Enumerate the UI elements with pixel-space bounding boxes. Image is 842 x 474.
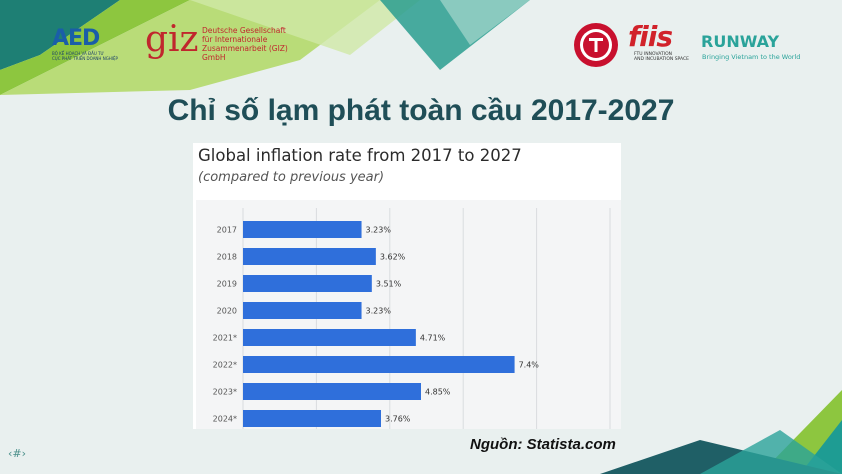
ftu-seal-icon — [574, 23, 618, 67]
aed-logo-subtitle-2: CỤC PHÁT TRIỂN DOANH NGHIỆP — [52, 56, 118, 61]
category-label: 2018 — [217, 253, 237, 262]
bar-2022-projected[interactable] — [243, 356, 515, 373]
value-label: 3.23% — [366, 307, 392, 316]
bar-2020[interactable] — [243, 302, 362, 319]
category-label: 2021* — [213, 334, 237, 343]
fiis-logo-subtitle-2: AND INCUBATION SPACE — [634, 57, 689, 62]
runway-logo-text: RUNWAY — [701, 32, 780, 51]
value-label: 4.71% — [420, 334, 446, 343]
giz-logo-description: Deutsche Gesellschaft für Internationale… — [202, 26, 312, 62]
bar-2024-projected[interactable] — [243, 410, 381, 427]
page-number: ‹#› — [8, 447, 27, 460]
bar-chart: 2017 3.23% 2018 3.62% 2019 3.51% 2020 3.23% 2021… — [213, 208, 611, 429]
bar-2021-projected[interactable] — [243, 329, 416, 346]
value-label: 3.76% — [385, 415, 411, 424]
bar-2019[interactable] — [243, 275, 372, 292]
bar-2017[interactable] — [243, 221, 362, 238]
category-label: 2022* — [213, 361, 237, 370]
giz-desc-line-3: Zusammenarbeit (GIZ) GmbH — [202, 44, 288, 62]
plot-area: 2017 3.23% 2018 3.62% 2019 3.51% 2020 3.23% 2021… — [196, 200, 621, 429]
giz-logo: giz — [145, 22, 199, 58]
runway-tagline: Bringing Vietnam to the World — [702, 53, 801, 61]
source-note: Nguồn: Statista.com — [470, 436, 616, 453]
giz-desc-line-2: für Internationale — [202, 35, 268, 44]
slide-title: Chỉ số lạm phát toàn cầu 2017-2027 — [167, 94, 675, 127]
value-label: 3.23% — [366, 226, 392, 235]
aed-logo-text: AED — [52, 26, 100, 51]
fiis-logo: fiis FTU INNOVATION AND INCUBATION SPACE — [628, 20, 689, 63]
fiis-logo-text: fiis — [628, 20, 673, 53]
aed-logo-subtitle-1: BỘ KẾ HOẠCH VÀ ĐẦU TƯ — [52, 51, 104, 56]
bar-2023-projected[interactable] — [243, 383, 421, 400]
aed-logo: AED BỘ KẾ HOẠCH VÀ ĐẦU TƯ CỤC PHÁT TRIỂN… — [52, 26, 118, 61]
category-label: 2017 — [217, 226, 237, 235]
giz-logo-text: giz — [145, 19, 199, 60]
value-label: 3.51% — [376, 280, 402, 289]
value-label: 3.62% — [380, 253, 406, 262]
bar-2018[interactable] — [243, 248, 376, 265]
category-label: 2024* — [213, 415, 237, 424]
fiis-logo-subtitle-1: FTU INNOVATION — [634, 52, 673, 57]
category-label: 2019 — [217, 280, 237, 289]
category-label: 2020 — [217, 307, 237, 316]
giz-desc-line-1: Deutsche Gesellschaft — [202, 26, 286, 35]
value-label: 4.85% — [425, 388, 451, 397]
chart-subtitle: (compared to previous year) — [198, 170, 385, 185]
chart-card: Global inflation rate from 2017 to 2027 … — [193, 143, 621, 429]
chart-title: Global inflation rate from 2017 to 2027 — [198, 146, 522, 165]
category-label: 2023* — [213, 388, 237, 397]
value-label: 7.4% — [519, 361, 540, 370]
